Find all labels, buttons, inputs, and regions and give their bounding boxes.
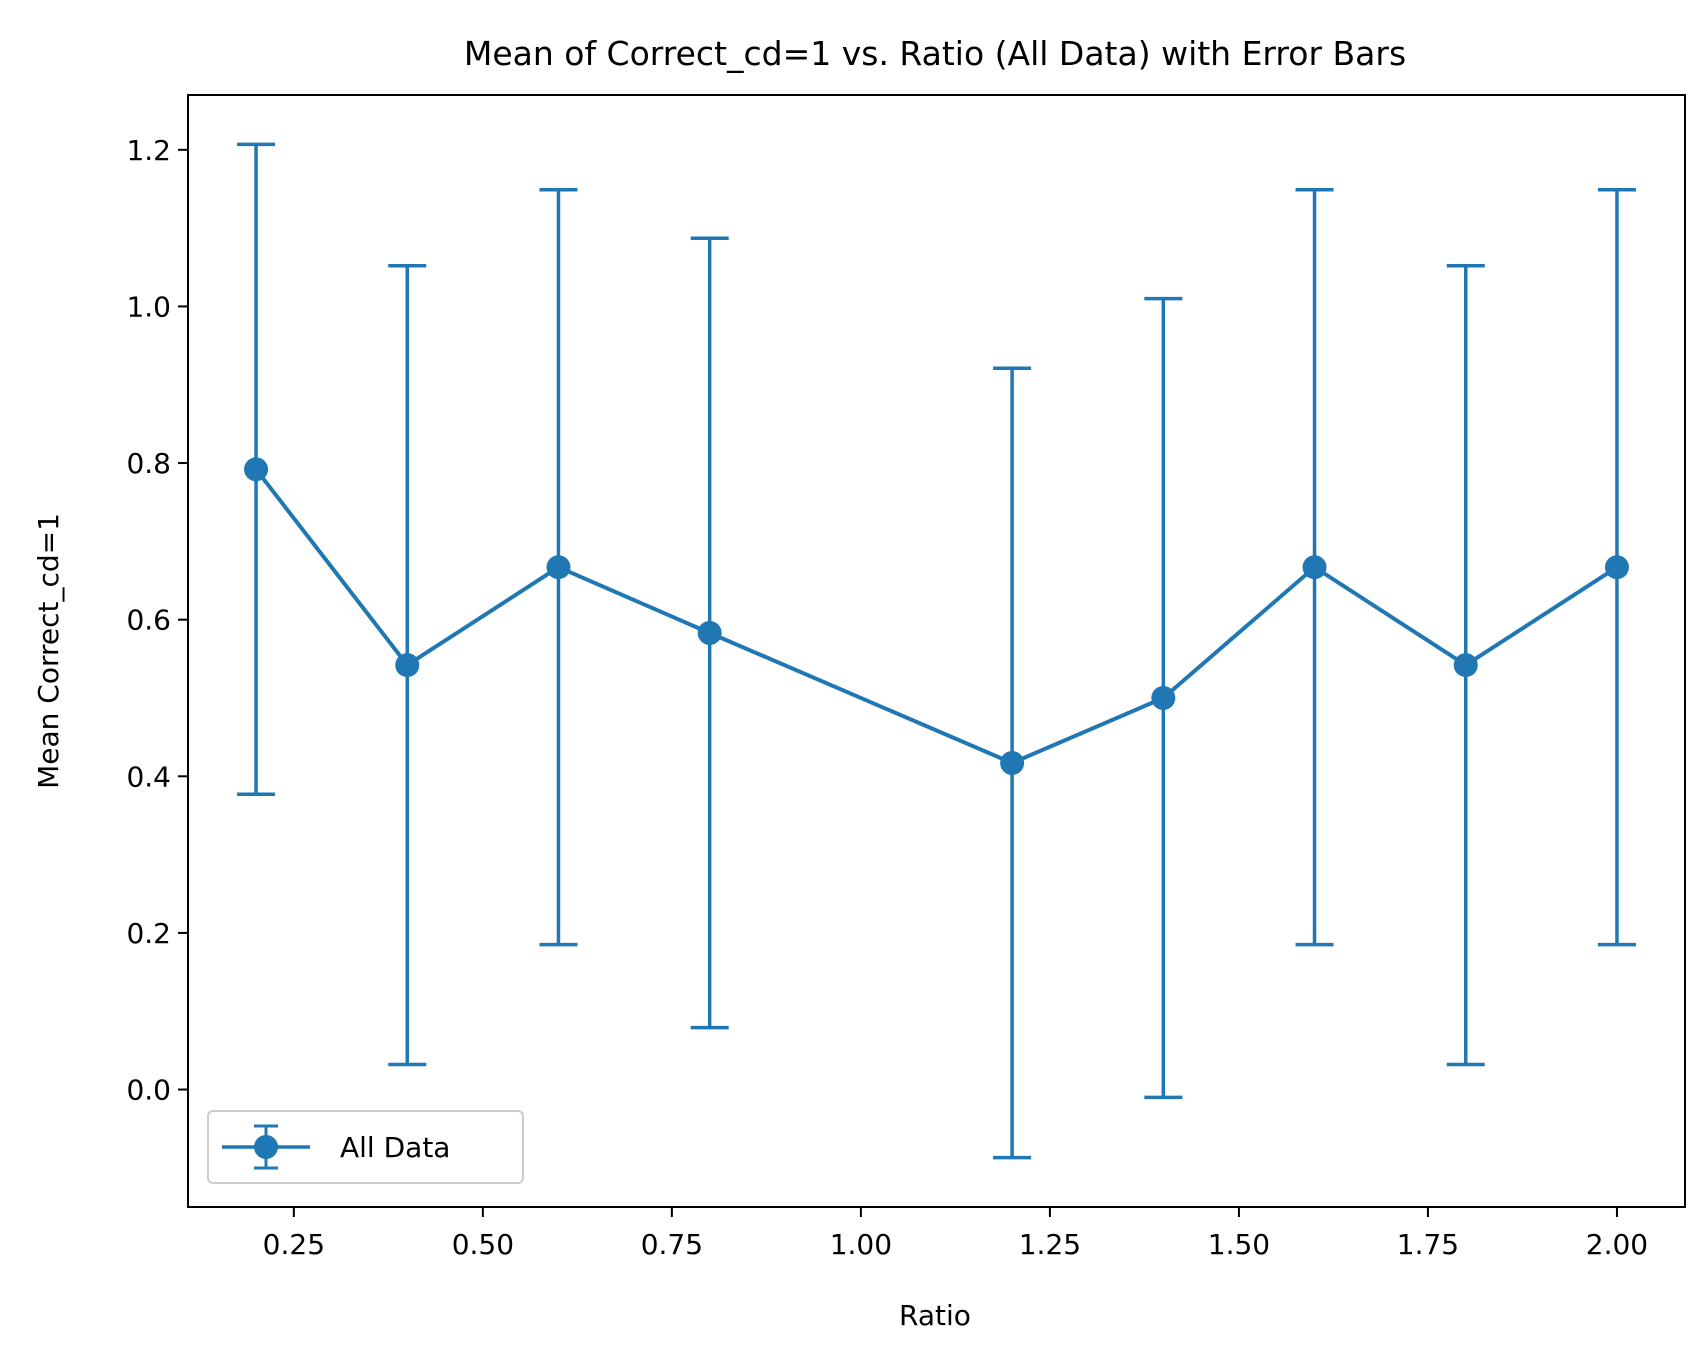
- y-tick-label: 0.0: [126, 1074, 171, 1107]
- y-axis-label: Mean Correct_cd=1: [32, 513, 65, 789]
- x-tick-label: 1.75: [1397, 1228, 1459, 1261]
- x-tick-label: 1.00: [830, 1228, 892, 1261]
- y-tick-label: 0.8: [126, 447, 171, 480]
- y-tick-label: 0.2: [126, 917, 171, 950]
- data-point: [395, 653, 420, 678]
- data-point: [697, 620, 722, 645]
- x-axis-label: Ratio: [899, 1299, 971, 1332]
- axes-layer: 0.25 0.50 0.75 1.00 1.25 1.50 1.75 2.00 0.0 0.2 0.…: [126, 94, 1686, 1261]
- data-point: [1453, 653, 1478, 678]
- x-tick-label: 1.25: [1019, 1228, 1081, 1261]
- x-tick-label: 1.50: [1208, 1228, 1270, 1261]
- data-point: [546, 555, 571, 580]
- y-tick-label: 1.2: [126, 134, 171, 167]
- legend-marker: [254, 1135, 278, 1159]
- data-layer: [237, 142, 1636, 1160]
- x-tick-label: 0.50: [452, 1228, 514, 1261]
- x-tick-label: 0.25: [263, 1228, 325, 1261]
- data-point: [1302, 555, 1327, 580]
- data-point: [244, 457, 269, 482]
- x-tick-label: 2.00: [1586, 1228, 1648, 1261]
- data-point: [1000, 750, 1025, 775]
- legend: All Data: [207, 1110, 524, 1184]
- y-tick-label: 0.6: [126, 604, 171, 637]
- data-point: [1604, 555, 1629, 580]
- y-tick-label: 0.4: [126, 760, 171, 793]
- chart-title: Mean of Correct_cd=1 vs. Ratio (All Data…: [464, 34, 1406, 73]
- plot-frame: [187, 94, 1686, 1208]
- legend-label: All Data: [340, 1131, 450, 1164]
- legend-frame: [207, 1110, 524, 1184]
- y-tick-label: 1.0: [126, 290, 171, 323]
- x-tick-label: 0.75: [641, 1228, 703, 1261]
- data-point: [1151, 685, 1176, 710]
